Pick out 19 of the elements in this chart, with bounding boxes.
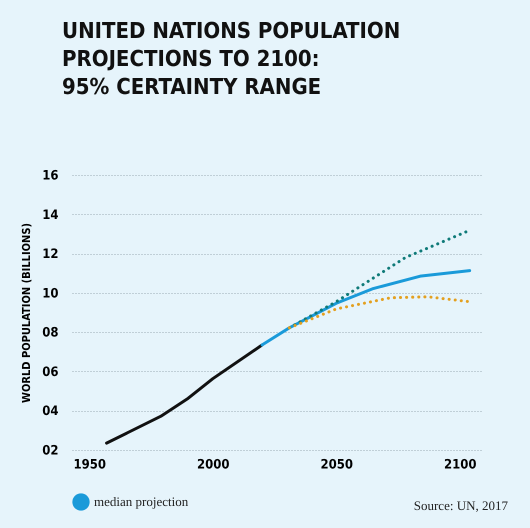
- y-tick-label: 12: [42, 247, 58, 262]
- line-series: [105, 343, 264, 445]
- source-note: Source: UN, 2017: [414, 498, 508, 514]
- y-tick-label: 16: [42, 168, 58, 184]
- y-tick-label: 04: [42, 404, 58, 420]
- y-tick-label: 02: [42, 444, 58, 458]
- y-tick-label: 14: [42, 208, 58, 223]
- line-series: [288, 230, 469, 330]
- y-tick-label: 08: [42, 326, 58, 341]
- legend-label: median projection: [94, 494, 189, 509]
- chart-title: UNITED NATIONS POPULATION PROJECTIONS TO 2100: 95% CERTAINTY RANGE: [62, 19, 400, 100]
- x-tick-label: 2100: [444, 458, 477, 472]
- y-tick-label: 06: [42, 364, 58, 380]
- y-axis-title: WORLD POPULATION (BILLIONS): [20, 223, 34, 403]
- line-series: [288, 295, 472, 330]
- x-tick-label: 2000: [197, 458, 230, 472]
- x-tick-label: 1950: [74, 458, 106, 472]
- x-tick-label: 2050: [320, 458, 354, 472]
- y-tick-label: 10: [42, 286, 58, 302]
